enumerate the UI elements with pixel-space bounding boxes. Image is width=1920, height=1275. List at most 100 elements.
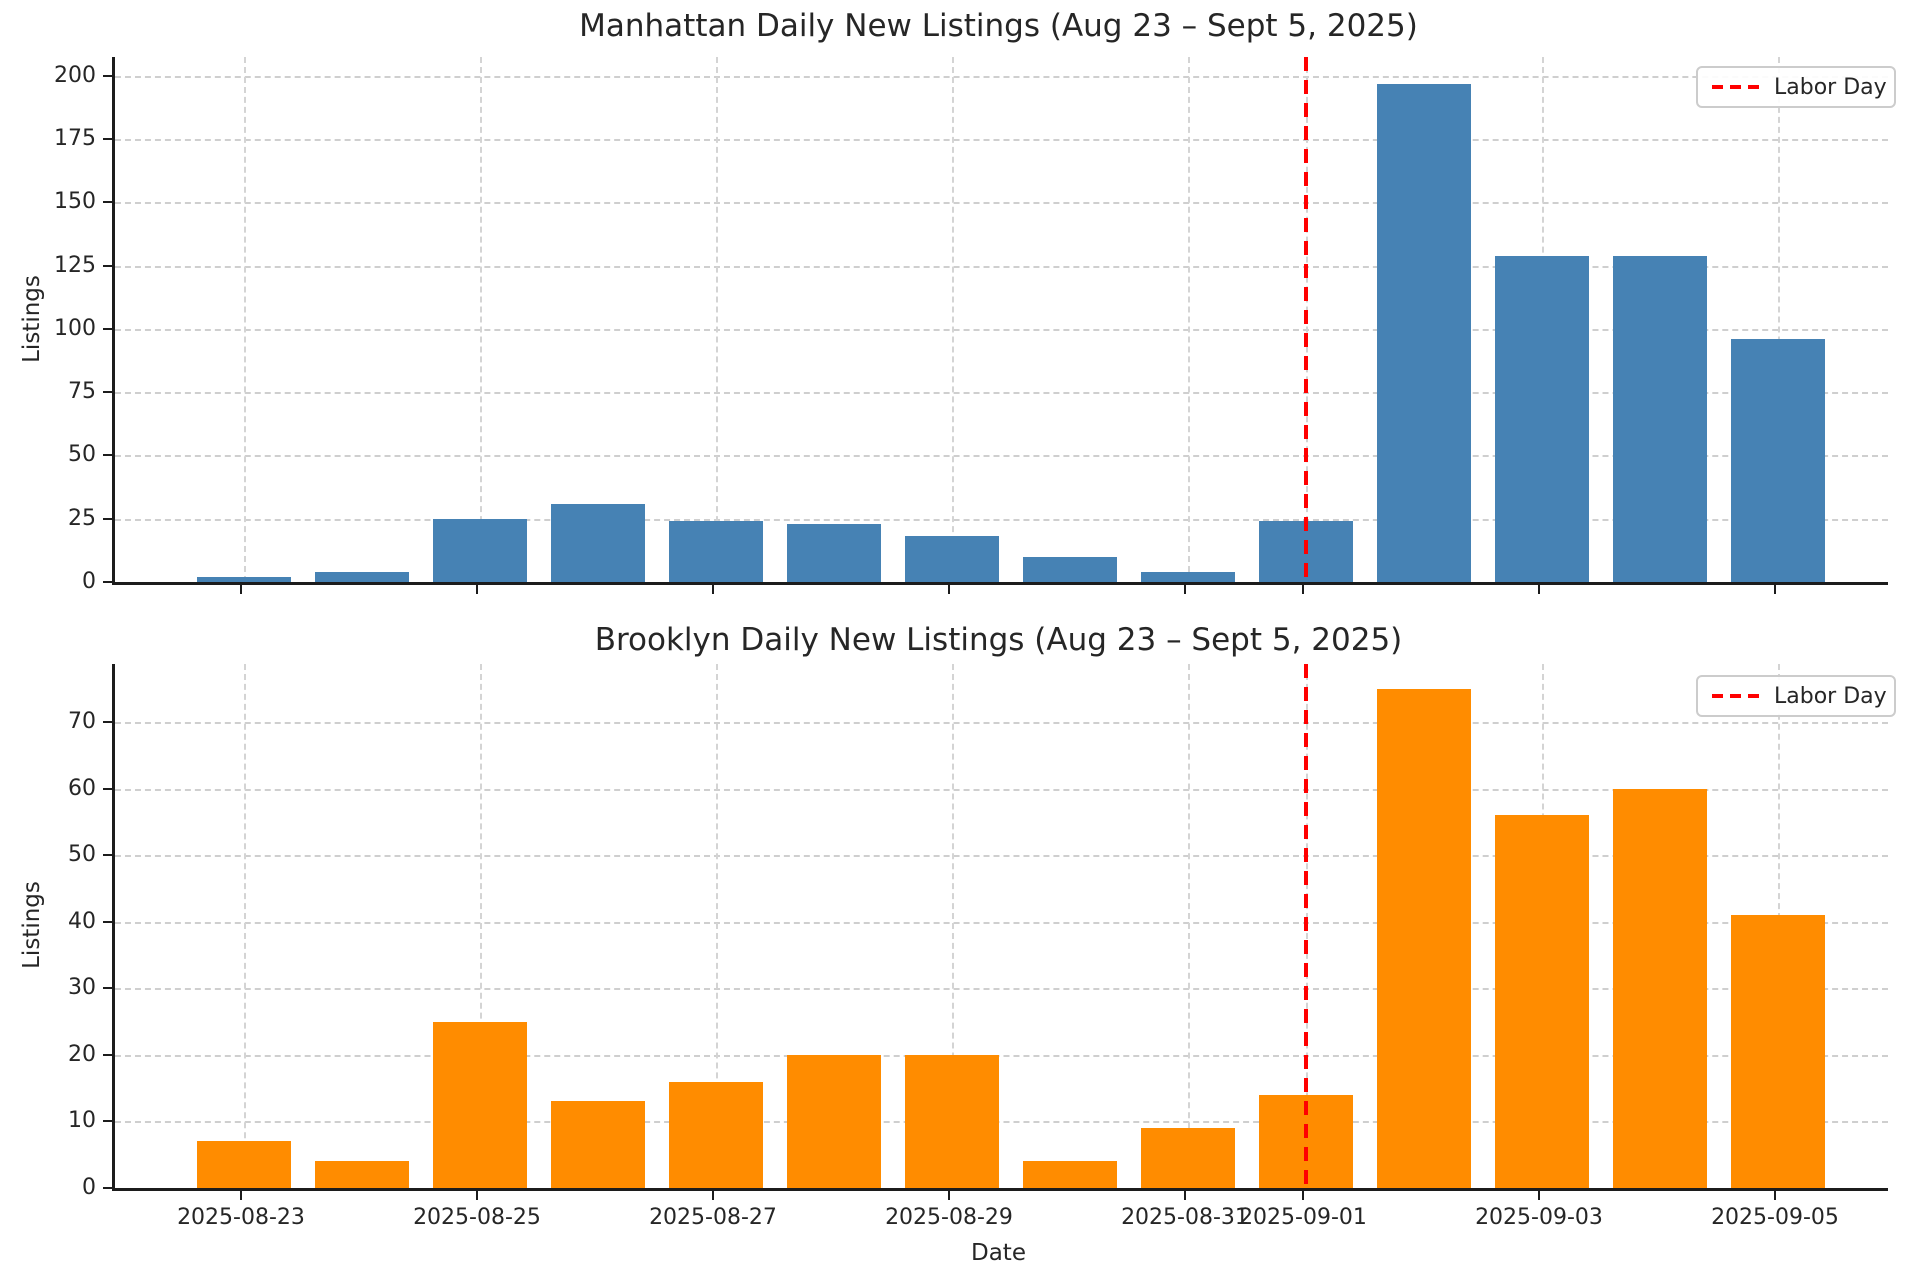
bar-2025-08-24 xyxy=(315,1161,409,1188)
gridline xyxy=(480,57,482,582)
x-axis-label: Date xyxy=(971,1240,1026,1266)
x-tick xyxy=(476,585,478,594)
gridline xyxy=(115,1121,1888,1124)
y-tick-label: 10 xyxy=(68,1108,96,1134)
gridline xyxy=(480,664,482,1188)
bar-2025-09-03 xyxy=(1495,815,1589,1188)
labor-day-dashed-line-icon xyxy=(1712,694,1760,698)
y-tick xyxy=(103,787,112,790)
y-tick-label: 50 xyxy=(68,842,96,868)
gridline xyxy=(1188,57,1190,582)
gridline xyxy=(1188,664,1190,1188)
x-tick xyxy=(1184,1191,1186,1200)
x-tick xyxy=(1774,1191,1776,1200)
y-tick xyxy=(103,138,112,141)
x-tick-label: 2025-08-27 xyxy=(649,1205,777,1230)
manhattan-plot-area xyxy=(112,57,1888,585)
x-tick xyxy=(1302,1191,1304,1200)
brooklyn-plot-area xyxy=(112,664,1888,1191)
x-tick-label: 2025-09-05 xyxy=(1711,1205,1839,1230)
bar-2025-08-28 xyxy=(787,1054,881,1188)
y-tick xyxy=(103,920,112,923)
y-tick-label: 70 xyxy=(68,709,96,735)
y-tick-label: 175 xyxy=(54,126,96,152)
bar-2025-08-24 xyxy=(315,571,409,582)
bar-2025-09-04 xyxy=(1613,255,1707,582)
bar-2025-09-02 xyxy=(1377,83,1471,582)
gridline xyxy=(952,664,954,1188)
bar-2025-08-23 xyxy=(197,1141,291,1188)
y-tick-label: 100 xyxy=(54,315,96,341)
gridline xyxy=(115,722,1888,725)
bar-2025-09-05 xyxy=(1731,915,1825,1188)
bar-2025-09-02 xyxy=(1377,688,1471,1188)
gridline xyxy=(716,57,718,582)
bar-2025-08-29 xyxy=(905,536,999,582)
x-tick-label: 2025-09-01 xyxy=(1239,1205,1367,1230)
gridline xyxy=(115,75,1888,78)
gridline xyxy=(244,664,246,1188)
y-tick xyxy=(103,721,112,724)
x-tick xyxy=(712,1191,714,1200)
gridline xyxy=(716,664,718,1188)
brooklyn-chart-title: Brooklyn Daily New Listings (Aug 23 – Se… xyxy=(594,622,1403,658)
x-tick xyxy=(476,1191,478,1200)
gridline xyxy=(115,788,1888,791)
gridline xyxy=(1778,57,1780,582)
y-tick xyxy=(103,517,112,520)
y-tick-label: 75 xyxy=(68,379,96,405)
bar-2025-08-26 xyxy=(551,1101,645,1188)
x-tick xyxy=(1774,585,1776,594)
gridline xyxy=(244,57,246,582)
manhattan-legend-label: Labor Day xyxy=(1774,74,1887,100)
bar-2025-08-26 xyxy=(551,503,645,582)
y-tick xyxy=(103,1053,112,1056)
bar-2025-08-27 xyxy=(669,1081,763,1188)
gridline xyxy=(115,855,1888,858)
bar-2025-08-25 xyxy=(433,518,527,582)
gridline xyxy=(115,455,1888,458)
gridline xyxy=(115,988,1888,991)
bar-2025-08-30 xyxy=(1023,556,1117,582)
gridline xyxy=(115,392,1888,395)
x-tick xyxy=(240,585,242,594)
y-tick-label: 20 xyxy=(68,1041,96,1067)
labor-day-vline xyxy=(1304,664,1308,1188)
x-tick-label: 2025-08-25 xyxy=(413,1205,541,1230)
y-tick xyxy=(103,391,112,394)
gridline xyxy=(115,921,1888,924)
y-tick-label: 0 xyxy=(82,1175,96,1200)
gridline xyxy=(115,518,1888,521)
x-tick xyxy=(1302,585,1304,594)
x-tick xyxy=(1184,585,1186,594)
y-tick-label: 25 xyxy=(68,505,96,531)
x-tick xyxy=(948,1191,950,1200)
labor-day-dashed-line-icon xyxy=(1712,85,1760,89)
y-tick xyxy=(103,454,112,457)
bar-2025-08-25 xyxy=(433,1021,527,1188)
y-tick xyxy=(103,854,112,857)
bar-2025-08-30 xyxy=(1023,1161,1117,1188)
bar-2025-08-28 xyxy=(787,523,881,582)
x-tick xyxy=(240,1191,242,1200)
labor-day-vline xyxy=(1304,57,1308,582)
y-tick-label: 60 xyxy=(68,775,96,801)
y-tick xyxy=(103,1120,112,1123)
bar-2025-08-31 xyxy=(1141,571,1235,582)
bar-2025-08-23 xyxy=(197,576,291,582)
x-tick xyxy=(1538,585,1540,594)
y-tick xyxy=(103,1187,112,1189)
bar-2025-09-05 xyxy=(1731,339,1825,582)
y-tick-label: 125 xyxy=(54,252,96,278)
brooklyn-legend-label: Labor Day xyxy=(1774,683,1887,709)
bar-2025-08-27 xyxy=(669,521,763,582)
x-tick-label: 2025-09-03 xyxy=(1475,1205,1603,1230)
gridline xyxy=(952,57,954,582)
x-tick xyxy=(1538,1191,1540,1200)
gridline xyxy=(115,328,1888,331)
x-tick xyxy=(712,585,714,594)
y-tick xyxy=(103,264,112,267)
y-tick xyxy=(103,74,112,77)
y-tick-label: 40 xyxy=(68,908,96,934)
